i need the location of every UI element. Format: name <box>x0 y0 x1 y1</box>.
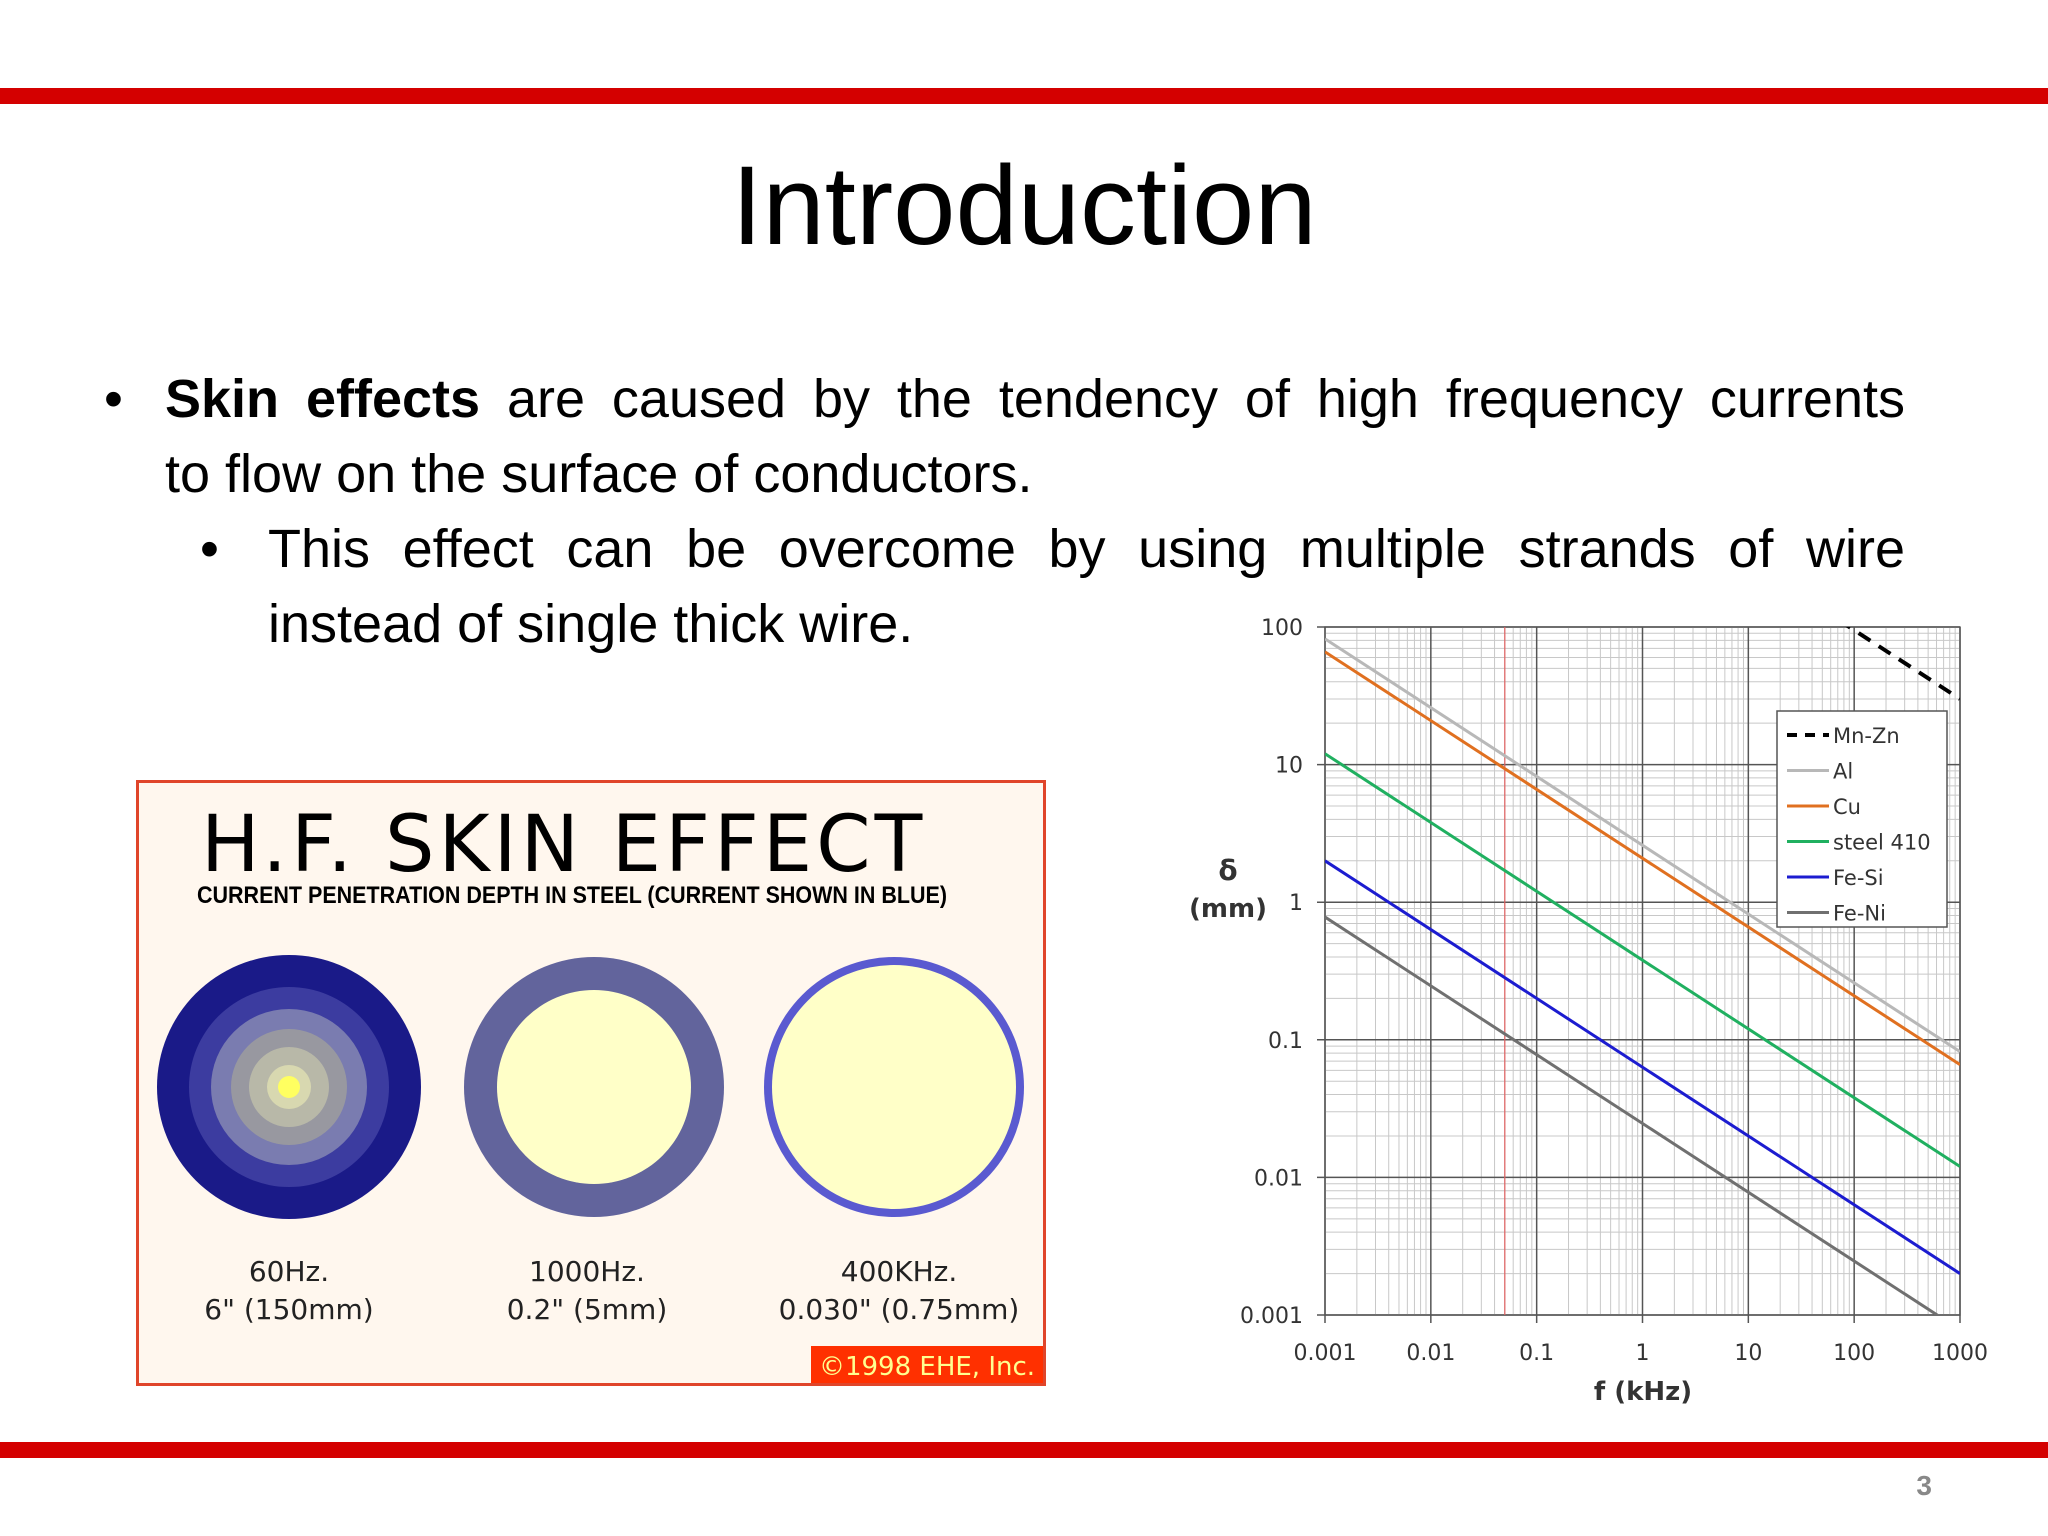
series-line-mn-zn <box>1845 627 1960 701</box>
label-1000hz-depth: 0.2" (5mm) <box>507 1293 668 1326</box>
bullet-dot-2: • <box>200 519 219 579</box>
x-tick-label: 100 <box>1833 1341 1875 1366</box>
x-axis-label: f (kHz) <box>1594 1377 1692 1407</box>
series-line-al <box>1325 637 1960 1053</box>
bullet-1-bold-term: Skin effects <box>165 369 481 429</box>
x-tick-label: 0.1 <box>1519 1341 1554 1366</box>
hf-figure-subtitle: CURRENT PENETRATION DEPTH IN STEEL (CURR… <box>197 882 947 909</box>
x-tick-label: 0.001 <box>1294 1341 1357 1366</box>
x-tick-label: 1000 <box>1932 1341 1988 1366</box>
y-tick-label: 0.01 <box>1254 1166 1303 1191</box>
label-60hz-freq: 60Hz. <box>249 1255 329 1288</box>
core-1000hz <box>497 990 691 1184</box>
label-1000hz-freq: 1000Hz. <box>529 1255 645 1288</box>
y-tick-label: 1 <box>1289 891 1303 916</box>
copyright-badge <box>811 1346 1043 1383</box>
legend-box <box>1776 710 1948 928</box>
series-line-cu <box>1325 650 1960 1066</box>
chart-legend: Mn-Zn Al Cu steel 410 Fe-Si Fe-Ni <box>1776 710 1948 928</box>
series-line-fe-ni <box>1325 915 1940 1315</box>
label-60hz-depth: 6" (150mm) <box>204 1293 373 1326</box>
y-tick-label: 0.1 <box>1268 1029 1303 1054</box>
series-line-fe-si <box>1325 859 1960 1275</box>
legend-label: Al <box>1833 760 1853 784</box>
skin-depth-chart: 0.001 0.01 0.1 1 10 100 10001001010.10.010.001… <box>1189 616 1988 1407</box>
bullet-2-line-2: instead of single thick wire. <box>268 594 914 654</box>
series-line-steel-410 <box>1325 752 1960 1168</box>
chart-tick-labels: 0.001 0.01 0.1 1 10 100 1000 100 10 1 0.1 0.01 0.001 <box>1240 616 1988 1366</box>
label-400khz-freq: 400KHz. <box>841 1255 957 1288</box>
skin-effect-illustration: H.F. SKIN EFFECT CURRENT PENETRATION DEP… <box>157 800 1043 1383</box>
legend-label: Fe-Si <box>1833 866 1884 890</box>
y-tick-label: 10 <box>1275 754 1303 779</box>
core-60hz <box>278 1076 300 1098</box>
y-axis-label-unit: (mm) <box>1189 894 1267 924</box>
chart-series <box>1325 627 1960 1315</box>
x-tick-label: 0.01 <box>1406 1341 1455 1366</box>
legend-label: Fe-Ni <box>1833 902 1886 926</box>
bullet-dot-1: • <box>104 369 123 429</box>
bullet-1-line-1: Skin effects are caused by the tendency … <box>165 362 1905 437</box>
legend-label: Mn-Zn <box>1833 724 1900 748</box>
copyright-text: ©1998 EHE, Inc. <box>819 1352 1035 1382</box>
x-tick-label: 10 <box>1734 1341 1762 1366</box>
label-400khz-depth: 0.030" (0.75mm) <box>779 1293 1020 1326</box>
bullet-1-line-2: to flow on the surface of conductors. <box>165 444 1033 504</box>
legend-label: steel 410 <box>1833 831 1931 855</box>
legend-label: Cu <box>1833 795 1861 819</box>
y-axis-label-symbol: δ <box>1218 854 1237 887</box>
x-tick-label: 1 <box>1636 1341 1650 1366</box>
y-tick-label: 100 <box>1261 616 1303 641</box>
skin-effect-figure: H.F. SKIN EFFECT CURRENT PENETRATION DEP… <box>136 780 1046 1386</box>
page-number: 3 <box>1916 1470 1932 1501</box>
bullet-1-rest: are caused by the tendency of high frequ… <box>506 369 1905 429</box>
bullet-2-line-1: This effect can be overcome by using mul… <box>268 519 1905 579</box>
slide-title: Introduction <box>731 143 1317 268</box>
bottom-accent-bar <box>0 1442 2048 1458</box>
core-400khz <box>772 965 1016 1209</box>
y-tick-label: 0.001 <box>1240 1304 1303 1329</box>
hf-figure-title: H.F. SKIN EFFECT <box>201 800 926 890</box>
top-accent-bar <box>0 88 2048 104</box>
